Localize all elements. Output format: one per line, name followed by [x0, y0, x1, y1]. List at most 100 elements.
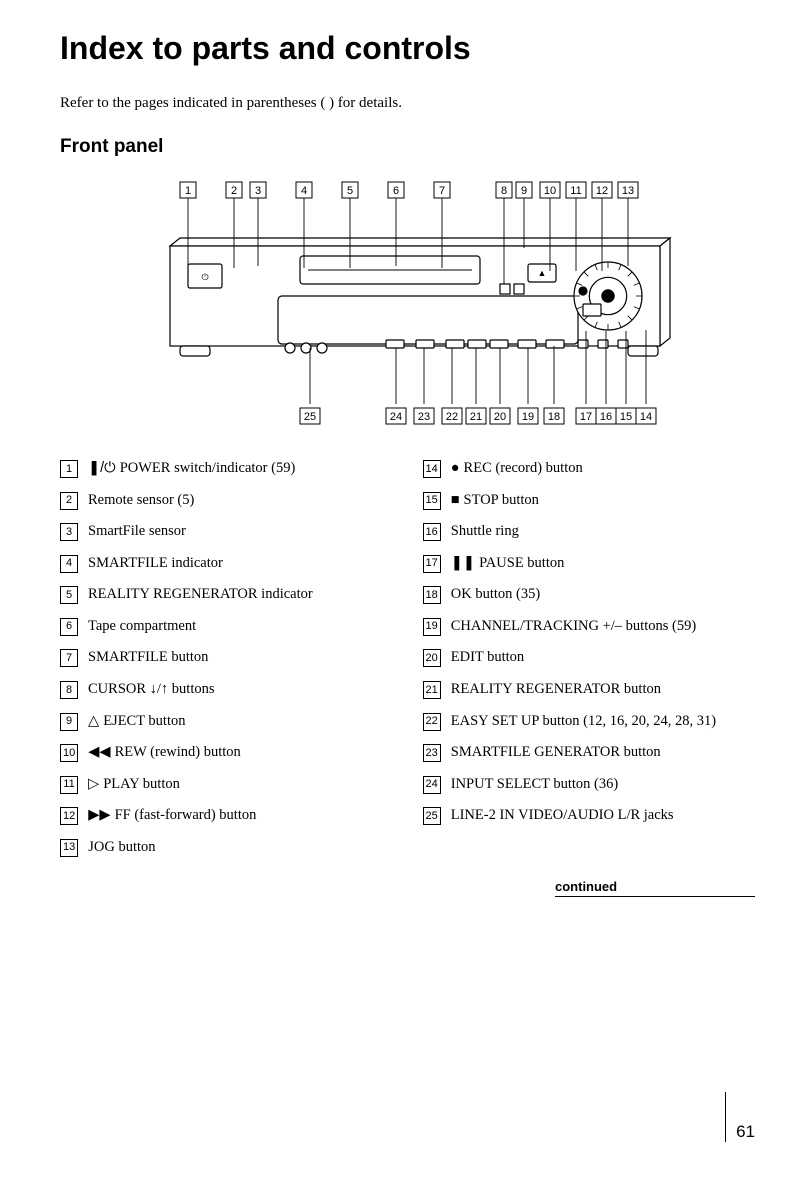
intro-text: Refer to the pages indicated in parenthe…	[60, 95, 755, 112]
item-description: △ EJECT button	[88, 712, 393, 732]
item-number-box: 14	[423, 460, 441, 478]
item-number-box: 20	[423, 649, 441, 667]
svg-text:13: 13	[621, 185, 633, 197]
item-number-box: 10	[60, 744, 78, 762]
item-number-box: 4	[60, 555, 78, 573]
item-description: ❚/⏻ POWER switch/indicator (59)	[88, 459, 393, 479]
parts-list-item: 8CURSOR ↓/↑ buttons	[60, 680, 393, 700]
parts-list-item: 16 Shuttle ring	[423, 522, 756, 542]
item-description: OK button (35)	[451, 585, 755, 605]
item-description: LINE-2 IN VIDEO/AUDIO L/R jacks	[451, 806, 755, 826]
page-number: 61	[725, 1092, 755, 1142]
control-symbol: ❚❚	[451, 555, 479, 571]
svg-text:19: 19	[521, 411, 533, 423]
parts-list-item: 13 JOG button	[60, 838, 393, 858]
control-symbol: ❚/⏻	[88, 460, 120, 476]
parts-list-item: 3 SmartFile sensor	[60, 522, 393, 542]
item-number-box: 6	[60, 618, 78, 636]
item-number-box: 25	[423, 807, 441, 825]
item-number-box: 13	[60, 839, 78, 857]
item-number-box: 2	[60, 492, 78, 510]
vcr-diagram-svg: ⏻▲12345678910111213252423222120191817161…	[128, 176, 688, 426]
right-column: 14 ● REC (record) button 15 ■ STOP button 16…	[423, 459, 756, 869]
item-number-box: 3	[60, 523, 78, 541]
parts-list-item: 5 REALITY REGENERATOR indicator	[60, 585, 393, 605]
item-number-box: 11	[60, 776, 78, 794]
svg-text:21: 21	[469, 411, 481, 423]
item-description: EASY SET UP button (12, 16, 20, 24, 28, …	[451, 712, 755, 732]
parts-list-item: 7 SMARTFILE button	[60, 648, 393, 668]
svg-text:20: 20	[493, 411, 505, 423]
item-number-box: 22	[423, 713, 441, 731]
svg-text:▲: ▲	[537, 268, 546, 278]
svg-text:17: 17	[579, 411, 591, 423]
item-description: ▶▶ FF (fast-forward) button	[88, 806, 392, 826]
item-description: INPUT SELECT button (36)	[451, 775, 755, 795]
item-number-box: 8	[60, 681, 78, 699]
parts-list-item: 9 △ EJECT button	[60, 712, 393, 732]
parts-list-item: 21REALITY REGENERATOR button	[423, 680, 756, 700]
svg-text:6: 6	[392, 185, 398, 197]
svg-text:⏻: ⏻	[201, 272, 208, 282]
svg-text:15: 15	[619, 411, 631, 423]
item-description: ■ STOP button	[451, 491, 755, 511]
item-description: SMARTFILE GENERATOR button	[451, 743, 755, 763]
item-number-box: 23	[423, 744, 441, 762]
control-symbol: ▶▶	[88, 807, 114, 823]
left-column: 1 ❚/⏻ POWER switch/indicator (59) 2Remote …	[60, 459, 393, 869]
svg-text:18: 18	[547, 411, 559, 423]
subheading-front-panel: Front panel	[60, 136, 755, 158]
svg-text:22: 22	[445, 411, 457, 423]
parts-list-item: 14 ● REC (record) button	[423, 459, 756, 479]
item-number-box: 9	[60, 713, 78, 731]
item-description: EDIT button	[451, 648, 755, 668]
svg-text:16: 16	[599, 411, 611, 423]
parts-list-item: 4 SMARTFILE indicator	[60, 554, 393, 574]
item-description: SMARTFILE indicator	[88, 554, 393, 574]
item-description: ● REC (record) button	[451, 459, 755, 479]
item-description: CHANNEL/TRACKING +/– buttons (59)	[451, 617, 755, 637]
svg-text:9: 9	[520, 185, 526, 197]
item-description: REALITY REGENERATOR button	[451, 680, 755, 700]
item-number-box: 19	[423, 618, 441, 636]
item-number-box: 16	[423, 523, 441, 541]
svg-text:5: 5	[346, 185, 352, 197]
parts-list-item: 19 CHANNEL/TRACKING +/– buttons (59)	[423, 617, 756, 637]
item-description: SmartFile sensor	[88, 522, 393, 542]
control-symbol: ◀◀	[88, 744, 114, 760]
control-symbol: ■	[451, 492, 464, 508]
parts-list-item: 10 ◀◀ REW (rewind) button	[60, 743, 393, 763]
svg-text:1: 1	[184, 185, 190, 197]
svg-text:2: 2	[230, 185, 236, 197]
svg-text:23: 23	[417, 411, 429, 423]
continued-label: continued	[555, 879, 755, 897]
control-symbol: △	[88, 713, 103, 729]
item-description: REALITY REGENERATOR indicator	[88, 585, 393, 605]
parts-list-item: 12▶▶ FF (fast-forward) button	[60, 806, 393, 826]
item-number-box: 1	[60, 460, 78, 478]
item-number-box: 24	[423, 776, 441, 794]
item-description: ◀◀ REW (rewind) button	[88, 743, 392, 763]
parts-list-item: 6Tape compartment	[60, 617, 393, 637]
parts-list-item: 15 ■ STOP button	[423, 491, 756, 511]
svg-text:7: 7	[438, 185, 444, 197]
parts-list-item: 2Remote sensor (5)	[60, 491, 393, 511]
item-description: JOG button	[88, 838, 392, 858]
item-number-box: 15	[423, 492, 441, 510]
vcr-diagram: ⏻▲12345678910111213252423222120191817161…	[60, 176, 755, 431]
parts-list-item: 24 INPUT SELECT button (36)	[423, 775, 756, 795]
svg-text:25: 25	[303, 411, 315, 423]
svg-text:10: 10	[543, 185, 555, 197]
control-symbol: ▷	[88, 776, 103, 792]
svg-text:24: 24	[389, 411, 401, 423]
item-description: ▷ PLAY button	[88, 775, 393, 795]
item-description: Shuttle ring	[451, 522, 755, 542]
parts-list-item: 22 EASY SET UP button (12, 16, 20, 24, 28…	[423, 712, 756, 732]
svg-text:8: 8	[500, 185, 506, 197]
item-number-box: 5	[60, 586, 78, 604]
item-number-box: 7	[60, 649, 78, 667]
parts-list-item: 11 ▷ PLAY button	[60, 775, 393, 795]
parts-list-item: 17❚❚ PAUSE button	[423, 554, 756, 574]
item-description: SMARTFILE button	[88, 648, 393, 668]
parts-list-item: 1 ❚/⏻ POWER switch/indicator (59)	[60, 459, 393, 479]
